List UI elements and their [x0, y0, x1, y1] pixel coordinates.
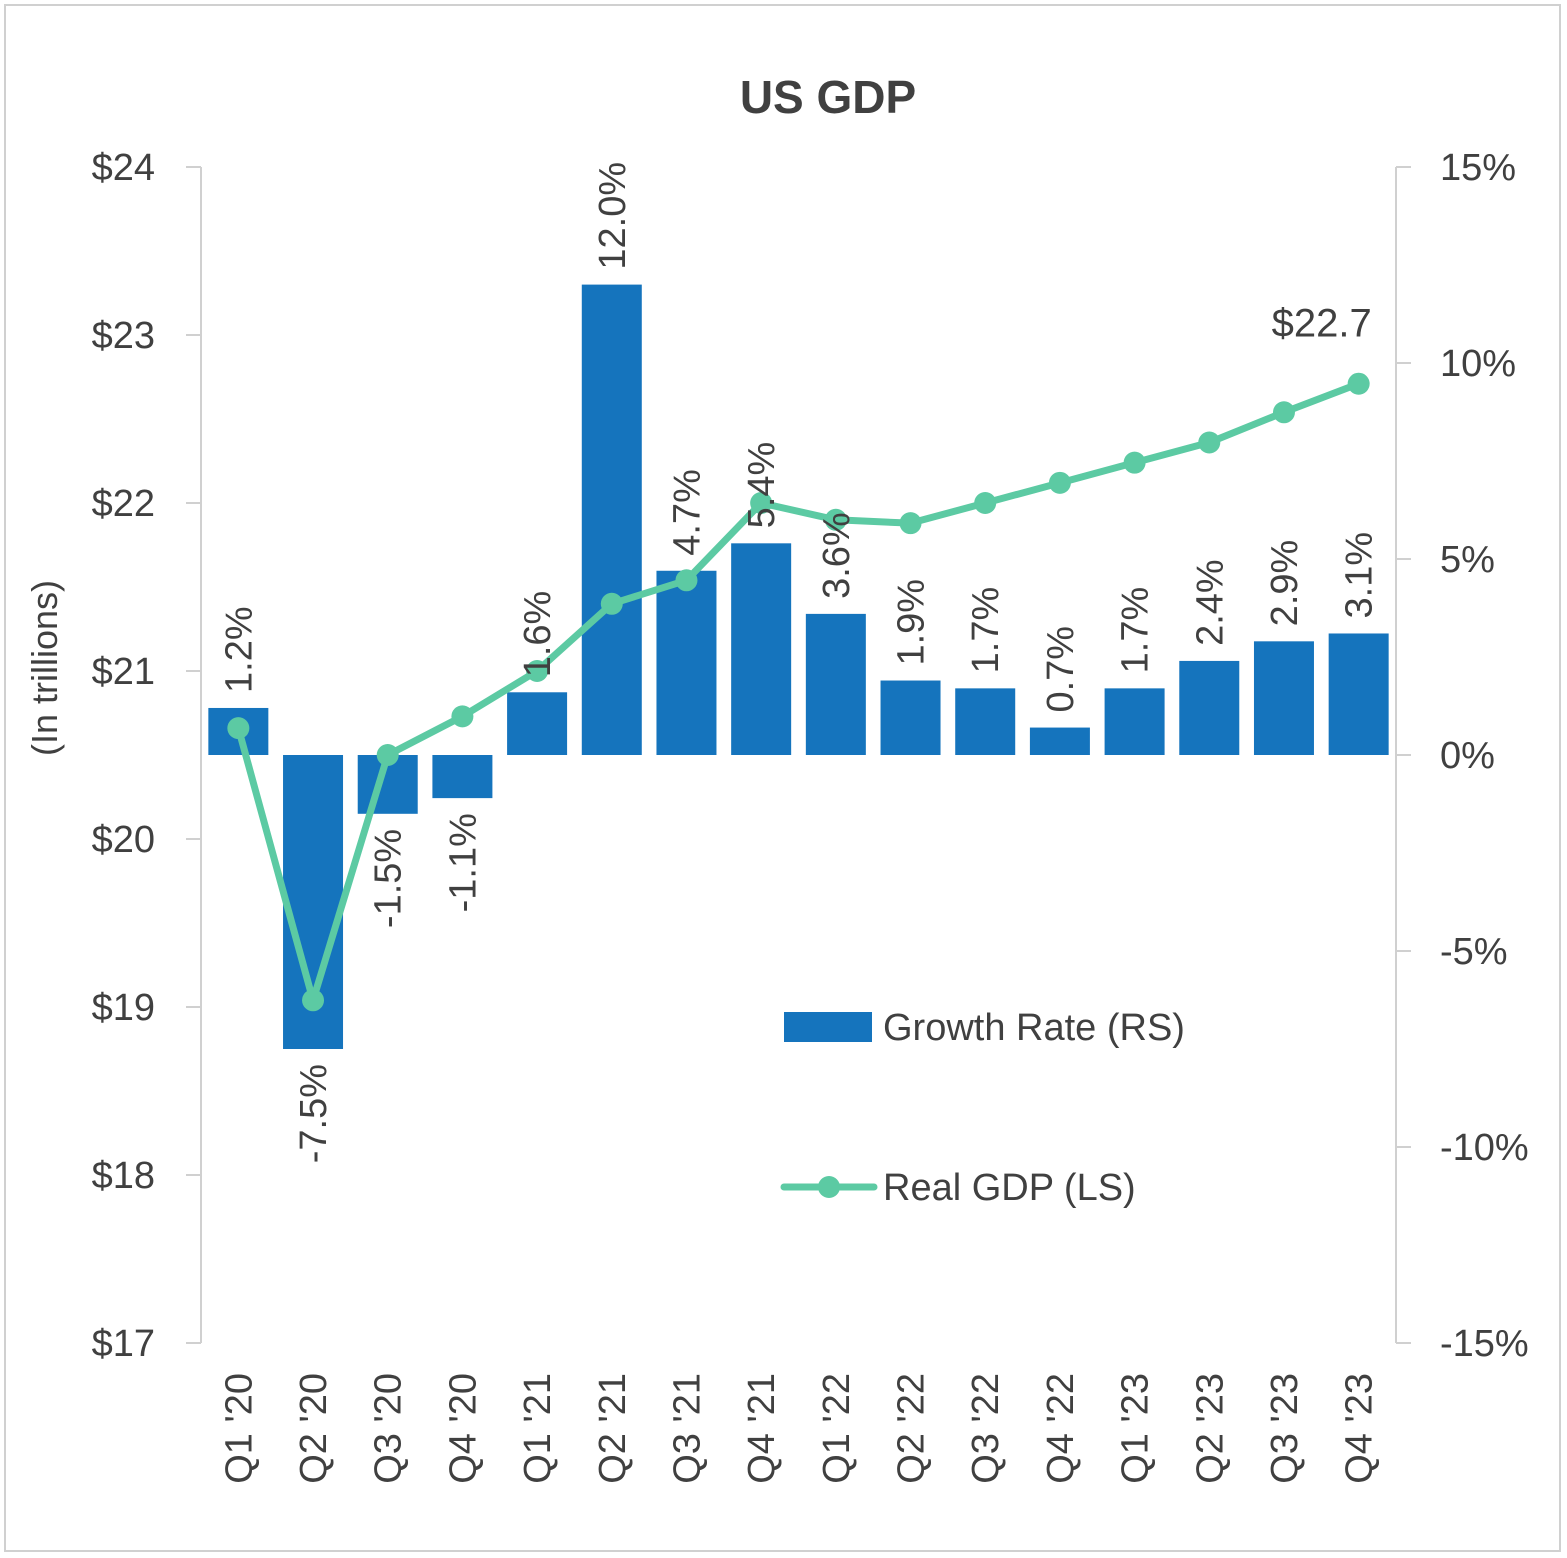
growth-rate-data-label: 2.4% — [1189, 559, 1231, 646]
growth-rate-bar — [581, 284, 642, 755]
real-gdp-point — [750, 492, 773, 514]
growth-rate-data-label: 1.9% — [891, 579, 933, 666]
real-gdp-point — [824, 508, 847, 531]
real-gdp-point — [600, 592, 623, 615]
growth-rate-data-label: 1.6% — [517, 591, 559, 678]
category-label: Q1 '21 — [517, 1373, 559, 1484]
category-label: Q3 '22 — [965, 1373, 1007, 1484]
growth-rate-bar — [880, 680, 941, 755]
growth-rate-data-label: 3.1% — [1339, 532, 1381, 619]
category-label: Q1 '23 — [1115, 1373, 1157, 1484]
legend-label-growth-rate: Growth Rate (RS) — [883, 1007, 1185, 1049]
growth-rate-bar — [1253, 641, 1314, 755]
real-gdp-point — [526, 660, 549, 682]
category-label: Q3 '23 — [1264, 1373, 1306, 1484]
category-label: Q2 '23 — [1189, 1373, 1231, 1484]
real-gdp-point — [227, 717, 250, 740]
real-gdp-point — [974, 492, 997, 514]
growth-rate-bars — [208, 284, 1389, 1049]
category-label: Q4 '22 — [1040, 1373, 1082, 1484]
real-gdp-point — [1347, 372, 1370, 395]
right-axis-tick-label: 15% — [1440, 147, 1516, 189]
left-axis-ticks: $24 $23 $22 $21 $20 $19 $18 $17 — [92, 147, 201, 1365]
right-axis-tick-label: 0% — [1440, 735, 1495, 777]
chart-frame — [4, 4, 1561, 1552]
growth-rate-data-label: 5.4% — [741, 442, 783, 529]
growth-rate-bar — [955, 688, 1016, 755]
left-axis-tick-label: $19 — [92, 987, 155, 1029]
real-gdp-point — [899, 512, 922, 535]
growth-rate-bar — [507, 692, 568, 755]
left-axis-tick-label: $22 — [92, 483, 155, 525]
left-axis-tick-label: $20 — [92, 819, 155, 861]
legend-swatch-real-gdp-marker — [818, 1176, 840, 1198]
right-axis-tick-label: 5% — [1440, 539, 1495, 581]
real-gdp-point — [302, 989, 325, 1012]
left-axis-tick-label: $18 — [92, 1155, 155, 1197]
category-label: Q3 '21 — [666, 1373, 708, 1484]
category-label: Q1 '22 — [816, 1373, 858, 1484]
category-axis-labels: Q1 '20 Q2 '20 Q3 '20 Q4 '20 Q1 '21 Q2 '21 Q3 '… — [218, 1373, 1380, 1484]
real-gdp-line — [234, 380, 1363, 1004]
chart-title: US GDP — [740, 71, 916, 123]
growth-rate-data-label: 12.0% — [592, 162, 634, 270]
real-gdp-point — [451, 705, 474, 728]
category-label: Q2 '20 — [293, 1373, 335, 1484]
real-gdp-point — [1198, 431, 1221, 454]
real-gdp-point — [1272, 401, 1295, 424]
growth-rate-bar — [1104, 688, 1165, 755]
growth-rate-bar — [1029, 727, 1090, 755]
growth-rate-data-label: 2.9% — [1264, 540, 1306, 627]
growth-rate-data-labels: 1.2% -7.5% -1.5% -1.1% 1.6% 12.0% 4.7% 5.4% 3.6%… — [218, 162, 1380, 1163]
growth-rate-data-label: 3.6% — [816, 512, 858, 599]
legend: Growth Rate (RS) Real GDP (LS) — [780, 1007, 1185, 1209]
left-axis-label: (In trillions) — [24, 580, 65, 756]
real-gdp-point — [376, 744, 399, 766]
growth-rate-bar — [656, 570, 717, 755]
left-axis-tick-label: $23 — [92, 315, 155, 357]
growth-rate-bar — [805, 613, 866, 755]
growth-rate-data-label: -7.5% — [293, 1064, 335, 1163]
category-label: Q4 '20 — [442, 1373, 484, 1484]
category-label: Q2 '22 — [891, 1373, 933, 1484]
real-gdp-point — [1048, 471, 1071, 494]
growth-rate-data-label: -1.5% — [368, 829, 410, 928]
left-axis-tick-label: $21 — [92, 651, 155, 693]
growth-rate-data-label: 1.7% — [1115, 587, 1157, 674]
growth-rate-data-label: 4.7% — [666, 469, 708, 556]
category-label: Q2 '21 — [592, 1373, 634, 1484]
real-gdp-point — [675, 569, 698, 592]
right-axis-tick-label: -10% — [1440, 1127, 1529, 1169]
category-label: Q4 '21 — [741, 1373, 783, 1484]
real-gdp-line-group: $22.7 — [227, 302, 1372, 1012]
growth-rate-data-label: 0.7% — [1040, 626, 1082, 713]
real-gdp-point — [1123, 451, 1146, 474]
left-axis-tick-label: $24 — [92, 147, 155, 189]
growth-rate-data-label: -1.1% — [442, 813, 484, 912]
growth-rate-bar — [432, 755, 493, 799]
right-axis-tick-label: -15% — [1440, 1323, 1529, 1365]
growth-rate-bar — [731, 543, 792, 755]
category-label: Q1 '20 — [218, 1373, 260, 1484]
growth-rate-data-label: 1.7% — [965, 587, 1007, 674]
legend-swatch-growth-rate — [784, 1012, 872, 1042]
growth-rate-bar — [1179, 660, 1240, 755]
right-axis-tick-label: -5% — [1440, 931, 1508, 973]
legend-label-real-gdp: Real GDP (LS) — [883, 1167, 1136, 1209]
left-axis-tick-label: $17 — [92, 1323, 155, 1365]
right-axis-ticks: 15% 10% 5% 0% -5% -10% -15% — [1396, 147, 1529, 1365]
right-axis-tick-label: 10% — [1440, 343, 1516, 385]
category-label: Q4 '23 — [1339, 1373, 1381, 1484]
real-gdp-end-label: $22.7 — [1272, 302, 1372, 346]
category-label: Q3 '20 — [368, 1373, 410, 1484]
growth-rate-data-label: 1.2% — [218, 606, 260, 693]
growth-rate-bar — [1328, 633, 1389, 755]
